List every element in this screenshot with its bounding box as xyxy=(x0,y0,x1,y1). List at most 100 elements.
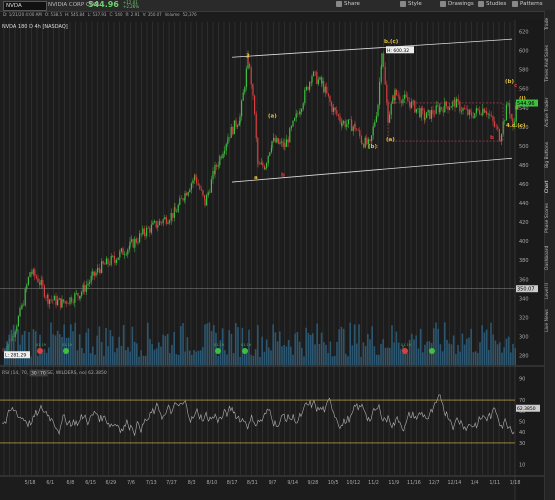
candle xyxy=(222,153,224,158)
candle xyxy=(124,254,126,256)
wave-label: c xyxy=(514,83,517,89)
style-button[interactable]: Style xyxy=(400,1,422,7)
candle xyxy=(257,163,259,164)
candle xyxy=(467,109,469,115)
volume-bar xyxy=(347,356,349,365)
volume-bar xyxy=(281,346,283,365)
candle xyxy=(182,198,184,201)
candle xyxy=(79,295,81,299)
style-icon xyxy=(400,1,406,7)
candle xyxy=(224,150,226,154)
candle xyxy=(165,217,167,224)
tab-dashboard[interactable]: Dashboard xyxy=(545,245,550,271)
symbol-input[interactable]: NVDA xyxy=(3,1,47,11)
tab-times-and-sales[interactable]: Times And Sales xyxy=(545,45,550,83)
candle xyxy=(34,269,36,277)
tab-level-ii[interactable]: Level II xyxy=(545,283,550,299)
candle xyxy=(204,199,206,206)
candle xyxy=(142,228,144,235)
tab-chart[interactable]: Chart xyxy=(545,180,550,194)
wave-label: (b) xyxy=(368,144,377,150)
volume-bar xyxy=(334,355,336,365)
candle xyxy=(415,108,417,113)
candle xyxy=(161,222,163,224)
candle xyxy=(227,139,229,144)
volume-bar xyxy=(323,342,325,365)
candle xyxy=(270,147,272,153)
volume-bar xyxy=(274,332,277,365)
date-tick-label: 7/6 xyxy=(127,480,135,486)
candle xyxy=(427,110,429,113)
patterns-button[interactable]: Patterns xyxy=(512,1,543,7)
volume-bar xyxy=(312,333,314,365)
volume-bar xyxy=(98,326,101,365)
candle xyxy=(159,221,161,223)
candle xyxy=(381,53,383,67)
candle xyxy=(169,220,171,223)
studies-button[interactable]: Studies xyxy=(478,1,506,7)
candle xyxy=(107,258,109,265)
date-tick-label: 10/12 xyxy=(346,480,360,486)
volume-bar xyxy=(268,347,270,365)
tab-trade[interactable]: Trade xyxy=(545,17,550,31)
volume-bar xyxy=(197,350,200,365)
tab-active-trader[interactable]: Active Trader xyxy=(545,97,550,127)
candle xyxy=(53,295,55,301)
candle xyxy=(97,268,99,273)
volume-bar xyxy=(105,327,107,365)
price-tick-label: 300 xyxy=(519,334,529,340)
candle xyxy=(207,192,209,196)
candle xyxy=(498,129,500,141)
date-tick-label: 6/8 xyxy=(67,480,75,486)
candle xyxy=(507,103,509,105)
candle xyxy=(104,263,106,265)
candle xyxy=(319,77,321,80)
volume-bar xyxy=(158,342,160,365)
share-button[interactable]: Share xyxy=(336,1,360,7)
price-tick-label: 480 xyxy=(519,163,529,169)
rsi-tag-bg xyxy=(516,404,540,412)
volume-bar xyxy=(283,344,285,365)
event-marker xyxy=(242,348,248,354)
candle xyxy=(71,297,73,303)
volume-bar xyxy=(507,336,510,365)
volume-bar xyxy=(378,354,380,365)
candle xyxy=(214,165,216,175)
volume-bar xyxy=(386,347,389,365)
candle xyxy=(297,113,299,115)
candle xyxy=(122,248,124,255)
candle xyxy=(57,299,59,305)
high-tag-bg xyxy=(386,46,414,54)
volume-bar xyxy=(428,341,431,365)
candle xyxy=(474,113,476,118)
candle xyxy=(484,111,486,113)
volume-bar xyxy=(76,350,79,365)
candle xyxy=(98,268,100,270)
volume-bar xyxy=(151,344,153,365)
price-chart[interactable]: 620 600 580 560 540 520 500 480 460 440 420 400 380 3… xyxy=(0,20,545,500)
candle xyxy=(430,110,432,119)
tab-phase-scores[interactable]: Phase Scores xyxy=(545,203,550,233)
volume-bar xyxy=(415,335,417,365)
price-tick-label: 440 xyxy=(519,201,529,207)
volume-bar xyxy=(285,346,288,365)
candle xyxy=(449,107,451,110)
volume-bar xyxy=(10,329,13,365)
candle xyxy=(174,207,176,212)
tab-big-buttons[interactable]: Big Buttons xyxy=(545,141,550,169)
candle xyxy=(326,86,328,94)
candle xyxy=(309,82,311,90)
candle xyxy=(468,110,470,115)
volume-bar xyxy=(48,347,50,365)
volume-bar xyxy=(384,347,387,365)
candle xyxy=(190,183,192,190)
candle xyxy=(140,233,142,235)
candle xyxy=(447,106,449,110)
candle xyxy=(27,277,29,285)
date-tick-label: 11/9 xyxy=(388,480,399,486)
volume-bar xyxy=(254,349,257,365)
tab-live-news[interactable]: Live News xyxy=(545,309,550,333)
drawings-button[interactable]: Drawings xyxy=(440,1,474,7)
volume-bar xyxy=(371,326,373,365)
low-tag-bg xyxy=(4,351,30,359)
